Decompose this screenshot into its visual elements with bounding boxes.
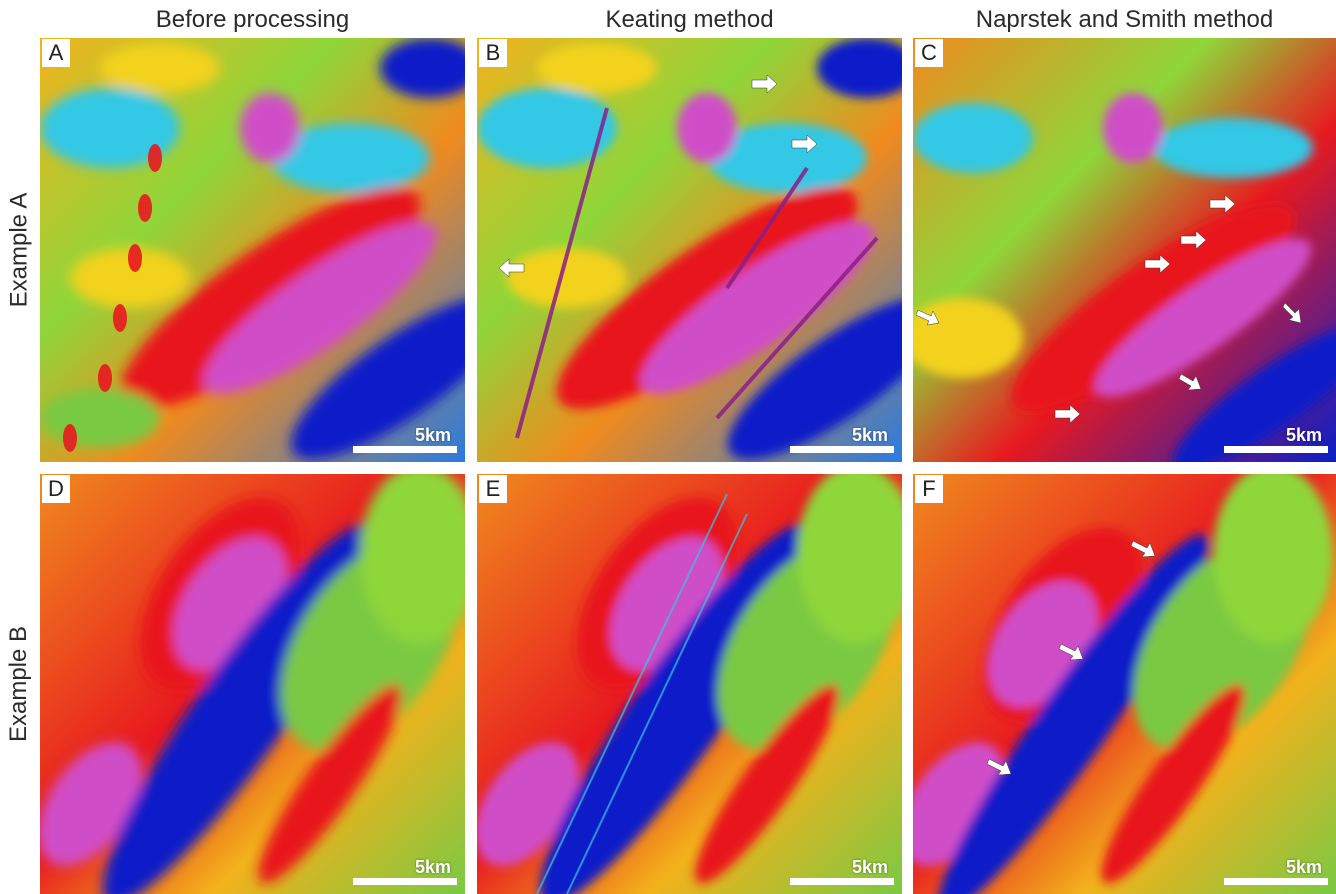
magnetic-map-e	[477, 474, 902, 894]
scale-bar-label-d: 5km	[414, 857, 451, 877]
column-title-before: Before processing	[155, 6, 350, 33]
scale-bar-f: 5km	[1224, 857, 1328, 885]
panel-label-b: B	[479, 39, 507, 67]
scale-bar-label-f: 5km	[1285, 857, 1322, 877]
map-panel-c: C 5km	[913, 38, 1336, 462]
scale-bar-line-b	[790, 446, 894, 453]
map-panel-e: E 5km	[477, 474, 902, 894]
scale-bar-label-e: 5km	[851, 857, 888, 877]
map-panel-d: D 5km	[40, 474, 465, 894]
scale-bar-line-a	[353, 446, 457, 453]
magnetic-map-c	[913, 38, 1336, 462]
scale-bar-label-c: 5km	[1285, 425, 1322, 445]
magnetic-map-f	[913, 474, 1336, 894]
map-panel-f: F 5km	[913, 474, 1336, 894]
scale-bar-c: 5km	[1224, 425, 1328, 453]
row-title-example-a: Example A	[0, 38, 38, 462]
panel-label-d: D	[42, 475, 70, 503]
scale-bar-line-e	[790, 878, 894, 885]
scale-bar-a: 5km	[353, 425, 457, 453]
scale-bar-line-f	[1224, 878, 1328, 885]
panel-label-c: C	[915, 39, 943, 67]
magnetic-map-d	[40, 474, 465, 894]
scale-bar-b: 5km	[790, 425, 894, 453]
row-title-example-b: Example B	[0, 474, 38, 894]
map-panel-a: A 5km	[40, 38, 465, 462]
column-title-keating: Keating method	[605, 6, 774, 33]
scale-bar-d: 5km	[353, 857, 457, 885]
scale-bar-line-d	[353, 878, 457, 885]
scale-bar-label-b: 5km	[851, 425, 888, 445]
magnetic-map-a	[40, 38, 465, 462]
row-title-example-b-text: Example B	[5, 625, 32, 743]
scale-bar-line-c	[1224, 446, 1328, 453]
map-panel-b: B 5km	[477, 38, 902, 462]
magnetic-map-b	[477, 38, 902, 462]
scale-bar-label-a: 5km	[414, 425, 451, 445]
panel-label-e: E	[479, 475, 507, 503]
panel-label-f: F	[915, 475, 943, 503]
row-title-example-a-text: Example A	[5, 192, 33, 308]
panel-label-a: A	[42, 39, 70, 67]
scale-bar-e: 5km	[790, 857, 894, 885]
column-title-naprstek: Naprstek and Smith method	[975, 6, 1274, 33]
